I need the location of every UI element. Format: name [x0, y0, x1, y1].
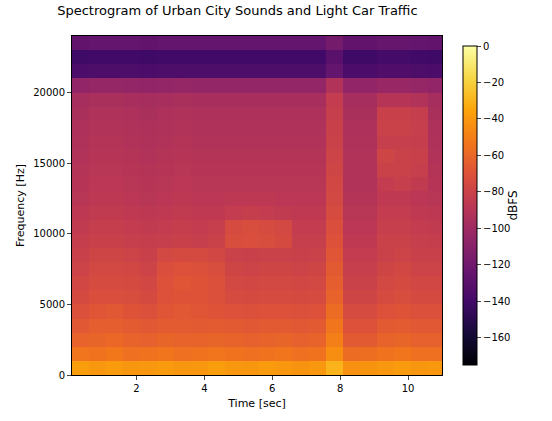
svg-text:20000: 20000	[33, 87, 65, 98]
svg-text:5000: 5000	[40, 299, 65, 310]
svg-text:0: 0	[59, 370, 65, 381]
svg-text:2: 2	[133, 383, 139, 394]
svg-text:−80: −80	[483, 186, 504, 197]
svg-text:6: 6	[269, 383, 275, 394]
svg-text:8: 8	[337, 383, 343, 394]
svg-text:Frequency [Hz]: Frequency [Hz]	[14, 164, 27, 247]
svg-text:−120: −120	[483, 259, 510, 270]
svg-text:−20: −20	[483, 77, 504, 88]
svg-text:Time [sec]: Time [sec]	[227, 397, 286, 410]
svg-text:dBFS: dBFS	[506, 190, 520, 220]
svg-text:10: 10	[402, 383, 415, 394]
svg-text:10000: 10000	[33, 228, 65, 239]
svg-text:4: 4	[201, 383, 207, 394]
svg-text:−140: −140	[483, 296, 510, 307]
svg-text:−40: −40	[483, 113, 504, 124]
svg-text:0: 0	[483, 41, 489, 52]
svg-text:−100: −100	[483, 223, 510, 234]
svg-text:−60: −60	[483, 150, 504, 161]
svg-text:15000: 15000	[33, 158, 65, 169]
svg-text:Spectrogram of Urban City Soun: Spectrogram of Urban City Sounds and Lig…	[57, 3, 417, 18]
svg-text:−160: −160	[483, 332, 510, 343]
